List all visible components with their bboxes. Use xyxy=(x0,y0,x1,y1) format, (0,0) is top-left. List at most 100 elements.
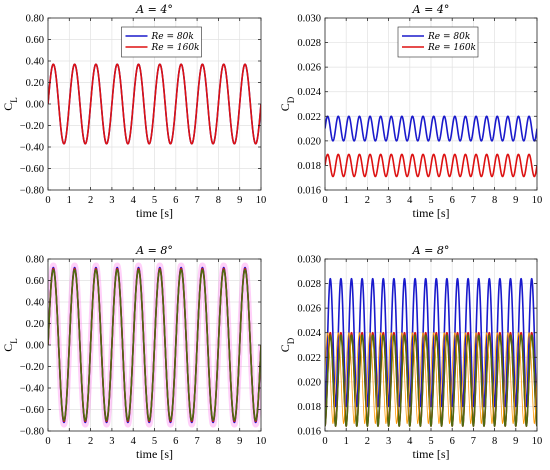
x-tick-label: 2 xyxy=(365,195,370,206)
x-tick-label: 3 xyxy=(386,195,391,206)
x-tick-label: 8 xyxy=(492,195,497,206)
legend-box xyxy=(397,26,479,58)
x-tick-label: 2 xyxy=(88,195,93,206)
y-axis-label-subscript: L xyxy=(9,338,19,344)
x-tick-label: 5 xyxy=(428,436,433,447)
x-tick-label: 9 xyxy=(237,195,242,206)
y-tick-label: 0.20 xyxy=(26,319,44,330)
series-line-1 xyxy=(325,277,537,408)
x-tick-label: 6 xyxy=(450,436,455,447)
y-tick-label: −0.40 xyxy=(20,384,44,395)
x-tick-label: 7 xyxy=(194,436,199,447)
x-tick-label: 0 xyxy=(322,436,327,447)
y-tick-label: 0.024 xyxy=(297,87,321,98)
y-tick-label: 0.018 xyxy=(297,161,321,172)
y-tick-label: 0.016 xyxy=(297,186,321,197)
y-tick-label: −0.40 xyxy=(20,143,44,154)
x-tick-label: 1 xyxy=(67,195,72,206)
y-tick-label: 0.80 xyxy=(26,14,44,25)
y-tick-label: 0.022 xyxy=(297,353,321,364)
y-axis-label: CD xyxy=(278,337,296,352)
x-tick-label: 7 xyxy=(471,436,476,447)
chart-panel-2: 0 1 2 3 4 5 6 7 8 9 10 0.030 0.028 0.026 0.024 0.022 0.0… xyxy=(278,3,542,220)
x-tick-label: 4 xyxy=(131,436,137,447)
y-tick-label: 0.028 xyxy=(297,279,321,290)
chart-panel-4: 0 1 2 3 4 5 6 7 8 9 10 0.030 0.028 0.026 0.024 0.022 0.0… xyxy=(278,244,542,461)
x-tick-label: 7 xyxy=(194,195,199,206)
y-tick-label: −0.80 xyxy=(20,427,44,438)
x-tick-label: 9 xyxy=(237,436,242,447)
y-tick-label: −0.20 xyxy=(20,121,44,132)
series-line-4 xyxy=(325,332,537,425)
y-tick-label: 0.60 xyxy=(26,276,44,287)
y-tick-label: 0.020 xyxy=(297,136,321,147)
y-tick-label: 0.018 xyxy=(297,402,321,413)
x-tick-label: 10 xyxy=(532,195,543,206)
x-axis-label: time [s] xyxy=(136,447,173,461)
y-axis-label-subscript: D xyxy=(286,96,296,103)
y-tick-label: −0.60 xyxy=(20,405,44,416)
y-tick-label: 0.016 xyxy=(297,427,321,438)
y-tick-label: 0.028 xyxy=(297,38,321,49)
y-axis-label-subscript: D xyxy=(286,337,296,344)
x-tick-label: 2 xyxy=(88,436,93,447)
x-axis-label: time [s] xyxy=(413,206,450,220)
x-tick-label: 6 xyxy=(173,195,178,206)
x-tick-label: 2 xyxy=(365,436,370,447)
x-tick-label: 0 xyxy=(45,195,50,206)
y-tick-label: 0.80 xyxy=(26,255,44,266)
legend-label: Re = 80k xyxy=(151,32,194,42)
y-tick-label: 0.20 xyxy=(26,78,44,89)
x-tick-label: 5 xyxy=(428,195,433,206)
x-axis-label: time [s] xyxy=(413,447,450,461)
x-tick-label: 1 xyxy=(344,436,349,447)
chart-title: A = 8° xyxy=(135,244,173,257)
x-tick-label: 9 xyxy=(513,436,518,447)
legend-label: Re = 160k xyxy=(427,43,476,53)
chart-title: A = 4° xyxy=(135,3,173,16)
x-tick-label: 8 xyxy=(216,195,221,206)
legend-box xyxy=(121,26,202,58)
series-line-3 xyxy=(325,334,537,427)
y-tick-label: 0.00 xyxy=(26,100,44,111)
y-tick-label: −0.80 xyxy=(20,186,44,197)
y-tick-label: −0.20 xyxy=(20,362,44,373)
x-tick-label: 3 xyxy=(109,195,114,206)
x-tick-label: 8 xyxy=(216,436,221,447)
y-tick-label: 0.026 xyxy=(297,63,321,74)
chart-title: A = 8° xyxy=(412,244,450,257)
x-tick-label: 4 xyxy=(131,195,137,206)
y-tick-label: 0.030 xyxy=(297,255,321,266)
x-tick-label: 4 xyxy=(407,195,413,206)
y-tick-label: 0.030 xyxy=(297,14,321,25)
series-line-2 xyxy=(325,153,537,178)
x-tick-label: 8 xyxy=(492,436,497,447)
y-tick-label: 0.60 xyxy=(26,35,44,46)
x-tick-label: 7 xyxy=(471,195,476,206)
x-tick-label: 5 xyxy=(152,195,157,206)
series-line-2 xyxy=(48,63,261,145)
x-tick-label: 3 xyxy=(386,436,391,447)
x-tick-label: 0 xyxy=(322,195,327,206)
legend-label: Re = 160k xyxy=(151,43,200,53)
x-tick-label: 4 xyxy=(407,436,413,447)
chart-title: A = 4° xyxy=(412,3,450,16)
chart-panel-1: 0 1 2 3 4 5 6 7 8 9 10 0.80 0.60 0.40 0.20 0.00 −0.20 −0.… xyxy=(1,3,266,220)
y-axis-label: CL xyxy=(1,338,19,352)
x-tick-label: 1 xyxy=(67,436,72,447)
x-tick-label: 5 xyxy=(152,436,157,447)
x-tick-label: 3 xyxy=(109,436,114,447)
y-tick-label: 0.00 xyxy=(26,341,44,352)
x-tick-label: 10 xyxy=(256,195,267,206)
x-tick-label: 1 xyxy=(344,195,349,206)
y-axis-label: CL xyxy=(1,97,19,111)
y-tick-label: 0.40 xyxy=(26,57,44,68)
series-line-1 xyxy=(325,115,537,142)
y-tick-label: 0.022 xyxy=(297,112,321,123)
y-axis-label: CD xyxy=(278,96,296,111)
x-tick-label: 10 xyxy=(256,436,267,447)
x-tick-label: 6 xyxy=(173,436,178,447)
